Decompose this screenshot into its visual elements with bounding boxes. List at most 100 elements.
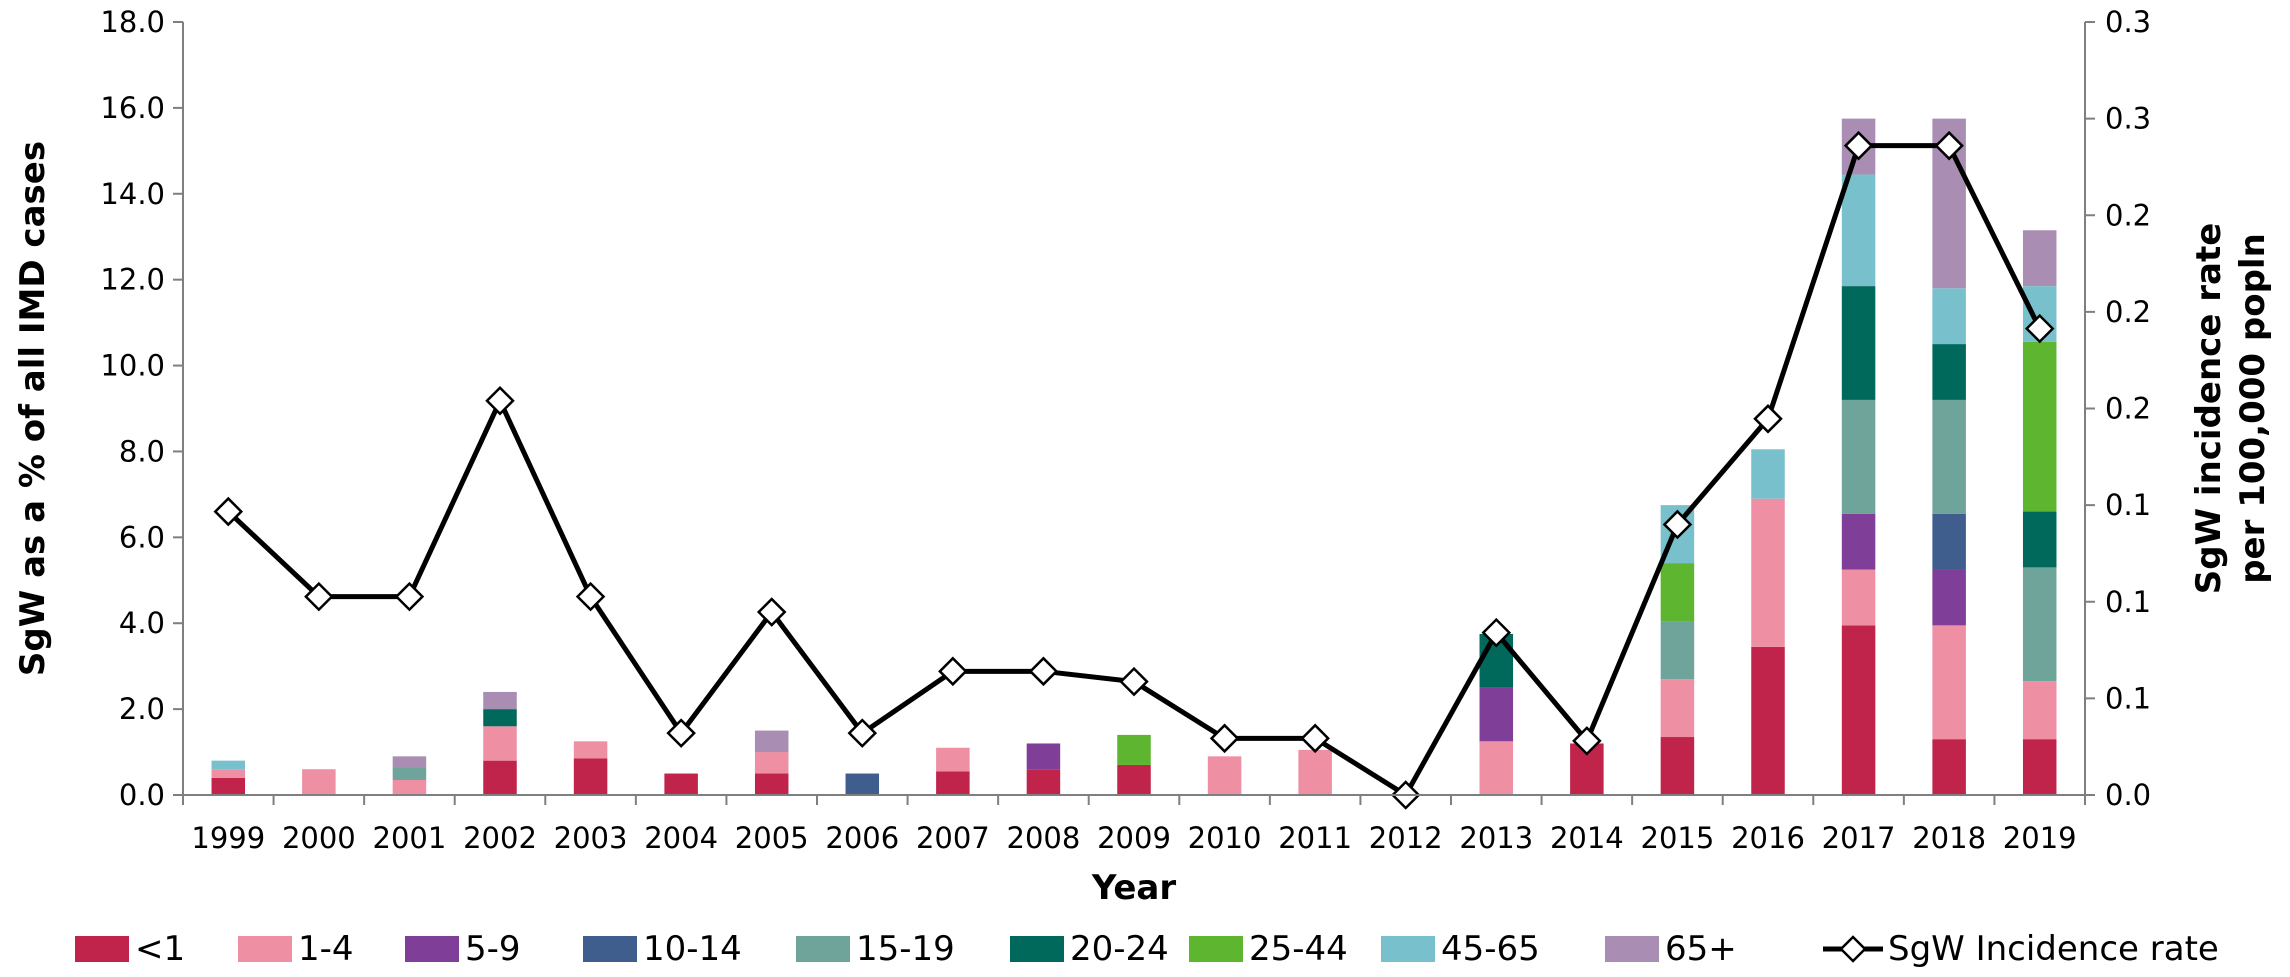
x-tick-label: 2009 — [1097, 821, 1171, 855]
x-tick-label: 2010 — [1188, 821, 1262, 855]
incidence-marker-2002 — [485, 386, 515, 416]
bar-1-4-2007 — [936, 747, 970, 772]
y2-axis-title-line2: per 100,000 popln — [2233, 233, 2273, 584]
bar-5-9-2013 — [1479, 687, 1514, 742]
bar-15-19-2015 — [1660, 621, 1695, 680]
incidence-marker-2009 — [1119, 666, 1149, 697]
legend-label-lt1: <1 — [135, 929, 185, 969]
bar-45-65-1999 — [211, 760, 246, 770]
y-tick-label: 6.0 — [119, 520, 165, 554]
x-tick-label: 2016 — [1731, 821, 1805, 855]
bar-65plus-2002 — [483, 691, 517, 710]
bar-45-65-2017 — [1841, 174, 1876, 287]
y2-tick-label: 0.3 — [2105, 102, 2151, 136]
legend-label-15-19: 15-19 — [856, 929, 955, 969]
incidence-marker-2005 — [756, 597, 787, 627]
bar-5-9-2018 — [1932, 569, 1966, 626]
bar-15-19-2018 — [1932, 399, 1966, 514]
bar-5-9-2008 — [1026, 743, 1061, 770]
y-tick-label: 0.0 — [119, 778, 165, 812]
bar-lt1-2015 — [1660, 737, 1695, 795]
incidence-marker-1999 — [213, 496, 244, 527]
incidence-marker-2008 — [1028, 656, 1059, 687]
x-tick-label: 2003 — [554, 821, 628, 855]
legend-swatch-25-44 — [1189, 936, 1243, 962]
incidence-marker-2014 — [1572, 726, 1602, 756]
bar-10-14-2006 — [845, 773, 880, 795]
bar-lt1-2016 — [1751, 646, 1785, 795]
legend-label-45-65: 45-65 — [1441, 929, 1540, 969]
legend-label-1-4: 1-4 — [298, 929, 354, 969]
y-tick-label: 16.0 — [100, 91, 165, 125]
y-tick-label: 2.0 — [119, 692, 165, 726]
bar-15-19-2001 — [392, 767, 427, 780]
bar-1-4-2015 — [1660, 679, 1695, 738]
legend-swatch-lt1 — [75, 936, 129, 962]
bar-1-4-2016 — [1751, 498, 1785, 647]
bar-lt1-2017 — [1841, 625, 1876, 795]
x-tick-label: 2015 — [1641, 821, 1715, 855]
bar-65plus-2019 — [2022, 230, 2057, 287]
bar-10-14-2018 — [1932, 513, 1966, 570]
bar-25-44-2009 — [1117, 734, 1151, 765]
incidence-marker-2004 — [666, 718, 696, 748]
y-axis-title: SgW as a % of all IMD cases — [13, 141, 53, 676]
y2-tick-label: 0.1 — [2105, 585, 2151, 619]
legend-label-65plus: 65+ — [1665, 929, 1737, 969]
bar-1-4-1999 — [211, 769, 246, 778]
bar-1-4-2010 — [1207, 756, 1242, 795]
y2-tick-label: 0.2 — [2105, 392, 2151, 426]
bar-20-24-2017 — [1841, 286, 1876, 400]
x-tick-label: 2011 — [1278, 821, 1352, 855]
incidence-marker-2001 — [394, 581, 425, 612]
bar-15-19-2019 — [2022, 567, 2057, 682]
y2-tick-label: 0.1 — [2105, 681, 2151, 715]
bar-1-4-2019 — [2022, 681, 2057, 740]
y2-tick-label: 0.0 — [2105, 778, 2151, 812]
legend: <1 1-4 5-9 10-14 15-19 20-24 25-44 45-65 65+ SgW … — [75, 929, 2219, 969]
y2-tick-label: 0.3 — [2105, 5, 2151, 39]
x-tick-label: 2018 — [1912, 821, 1986, 855]
x-tick-label: 2014 — [1550, 821, 1624, 855]
bar-5-9-2017 — [1841, 513, 1876, 570]
bar-1-4-2011 — [1298, 749, 1332, 795]
y-tick-label: 12.0 — [100, 263, 165, 297]
legend-label-incidence: SgW Incidence rate — [1888, 929, 2219, 969]
incidence-marker-2019 — [2024, 313, 2055, 344]
incidence-marker-2017 — [1843, 130, 1874, 161]
x-axis-title: Year — [1091, 868, 1177, 908]
y-tick-label: 10.0 — [100, 349, 165, 383]
legend-label-10-14: 10-14 — [643, 929, 742, 969]
legend-swatch-45-65 — [1381, 936, 1435, 962]
bar-lt1-1999 — [211, 777, 246, 795]
bar-lt1-2009 — [1117, 764, 1151, 795]
x-tick-label: 2007 — [916, 821, 990, 855]
bar-lt1-2005 — [754, 773, 789, 795]
incidence-marker-2006 — [847, 718, 878, 748]
bar-lt1-2007 — [936, 771, 970, 795]
incidence-marker-2010 — [1209, 723, 1240, 754]
x-tick-label: 2012 — [1369, 821, 1443, 855]
x-tick-label: 2013 — [1459, 821, 1533, 855]
bar-lt1-2003 — [573, 758, 608, 795]
incidence-marker-2000 — [304, 581, 334, 612]
x-tick-label: 2004 — [644, 821, 718, 855]
legend-label-20-24: 20-24 — [1070, 929, 1169, 969]
bar-1-4-2001 — [392, 779, 427, 795]
x-tick-label: 2006 — [825, 821, 899, 855]
legend-swatch-65plus — [1605, 936, 1659, 962]
bar-20-24-2019 — [2022, 511, 2057, 568]
bar-1-4-2017 — [1841, 569, 1876, 626]
legend-swatch-1-4 — [238, 936, 292, 962]
incidence-marker-2015 — [1662, 509, 1693, 540]
x-tick-label: 2005 — [735, 821, 809, 855]
incidence-marker-2011 — [1300, 723, 1330, 754]
bar-lt1-2004 — [664, 773, 698, 795]
bar-25-44-2019 — [2022, 341, 2057, 512]
bar-1-4-2005 — [754, 752, 789, 774]
bar-1-4-2013 — [1479, 741, 1514, 795]
incidence-marker-2007 — [938, 656, 968, 687]
bar-1-4-2018 — [1932, 625, 1966, 740]
bar-lt1-2002 — [483, 760, 517, 795]
bar-1-4-2002 — [483, 726, 517, 761]
